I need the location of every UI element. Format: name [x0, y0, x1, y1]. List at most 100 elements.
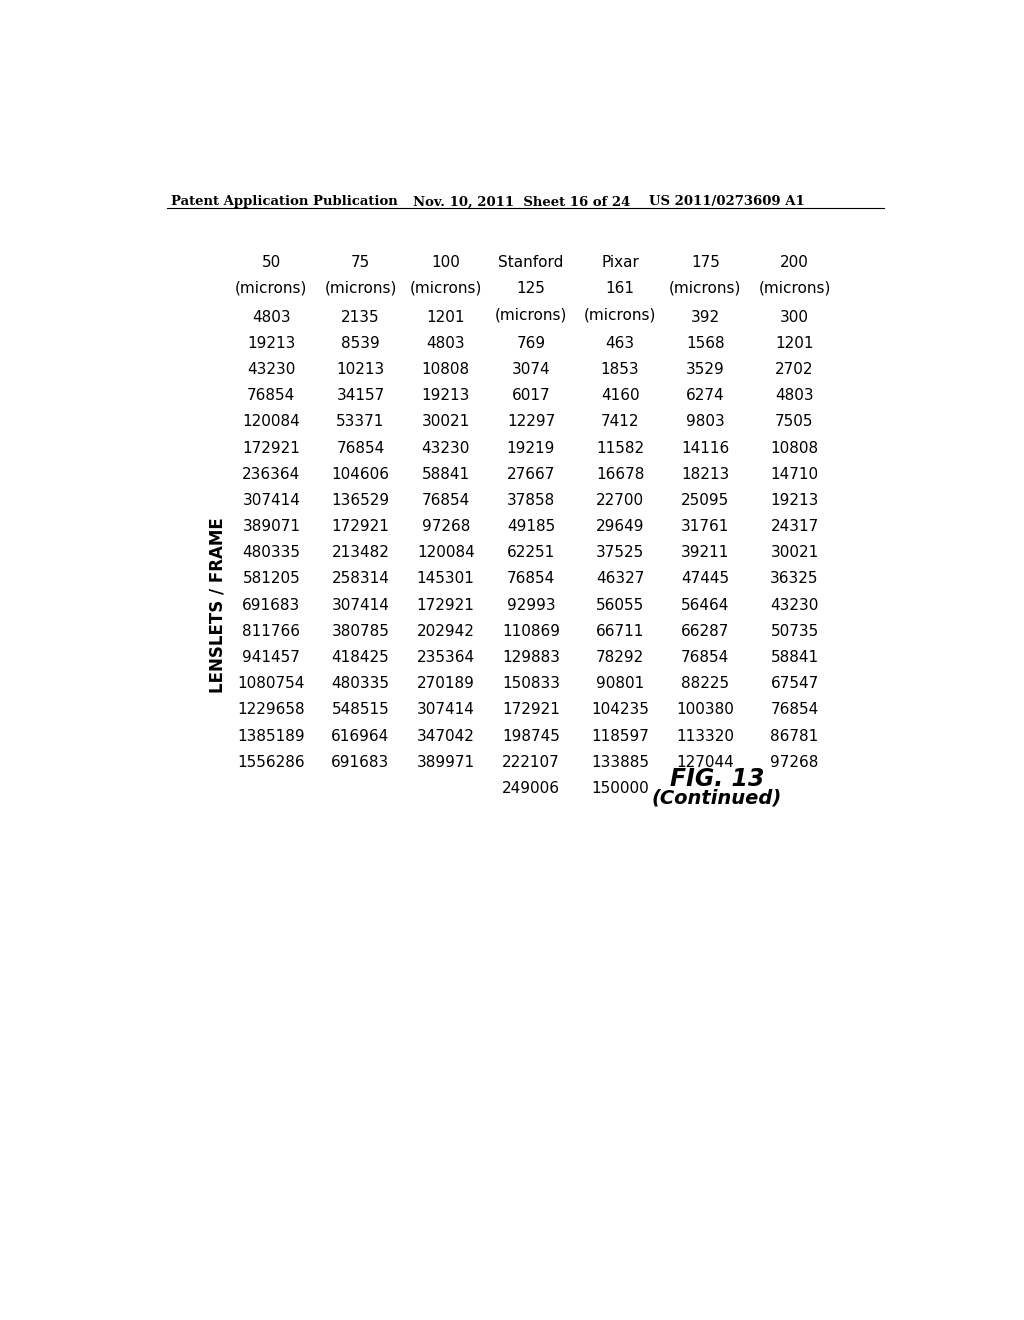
- Text: 125: 125: [516, 281, 546, 296]
- Text: 418425: 418425: [332, 649, 389, 665]
- Text: 3074: 3074: [512, 362, 550, 378]
- Text: 76854: 76854: [770, 702, 818, 717]
- Text: 1080754: 1080754: [238, 676, 305, 692]
- Text: 480335: 480335: [243, 545, 300, 560]
- Text: 14710: 14710: [770, 467, 818, 482]
- Text: 129883: 129883: [502, 649, 560, 665]
- Text: 172921: 172921: [332, 519, 389, 535]
- Text: 150833: 150833: [502, 676, 560, 692]
- Text: 34157: 34157: [336, 388, 385, 403]
- Text: 236364: 236364: [243, 467, 300, 482]
- Text: 941457: 941457: [243, 649, 300, 665]
- Text: (microns): (microns): [495, 308, 567, 322]
- Text: 249006: 249006: [502, 781, 560, 796]
- Text: 270189: 270189: [417, 676, 475, 692]
- Text: 307414: 307414: [417, 702, 475, 717]
- Text: US 2011/0273609 A1: US 2011/0273609 A1: [649, 195, 805, 209]
- Text: 1201: 1201: [427, 310, 465, 325]
- Text: 25095: 25095: [681, 492, 729, 508]
- Text: Stanford: Stanford: [499, 255, 563, 269]
- Text: 75: 75: [351, 255, 370, 269]
- Text: 213482: 213482: [332, 545, 389, 560]
- Text: 19219: 19219: [507, 441, 555, 455]
- Text: 161: 161: [605, 281, 635, 296]
- Text: 1385189: 1385189: [238, 729, 305, 743]
- Text: (microns): (microns): [325, 281, 396, 296]
- Text: 49185: 49185: [507, 519, 555, 535]
- Text: (microns): (microns): [410, 281, 482, 296]
- Text: 53371: 53371: [336, 414, 385, 429]
- Text: 43230: 43230: [770, 598, 818, 612]
- Text: 4803: 4803: [775, 388, 814, 403]
- Text: 581205: 581205: [243, 572, 300, 586]
- Text: 2135: 2135: [341, 310, 380, 325]
- Text: 50: 50: [262, 255, 281, 269]
- Text: 100: 100: [431, 255, 460, 269]
- Text: 46327: 46327: [596, 572, 644, 586]
- Text: 7505: 7505: [775, 414, 814, 429]
- Text: Patent Application Publication: Patent Application Publication: [171, 195, 397, 209]
- Text: 66287: 66287: [681, 624, 729, 639]
- Text: 133885: 133885: [591, 755, 649, 770]
- Text: (microns): (microns): [670, 281, 741, 296]
- Text: 389071: 389071: [243, 519, 300, 535]
- Text: 30021: 30021: [770, 545, 818, 560]
- Text: 86781: 86781: [770, 729, 818, 743]
- Text: 172921: 172921: [243, 441, 300, 455]
- Text: 39211: 39211: [681, 545, 729, 560]
- Text: 172921: 172921: [417, 598, 475, 612]
- Text: 76854: 76854: [247, 388, 296, 403]
- Text: 235364: 235364: [417, 649, 475, 665]
- Text: 691683: 691683: [332, 755, 389, 770]
- Text: 10213: 10213: [336, 362, 385, 378]
- Text: 19213: 19213: [422, 388, 470, 403]
- Text: 37525: 37525: [596, 545, 644, 560]
- Text: 145301: 145301: [417, 572, 475, 586]
- Text: 150000: 150000: [591, 781, 649, 796]
- Text: 10808: 10808: [770, 441, 818, 455]
- Text: Nov. 10, 2011  Sheet 16 of 24: Nov. 10, 2011 Sheet 16 of 24: [414, 195, 631, 209]
- Text: 463: 463: [605, 335, 635, 351]
- Text: 2702: 2702: [775, 362, 814, 378]
- Text: 9803: 9803: [686, 414, 725, 429]
- Text: 307414: 307414: [332, 598, 389, 612]
- Text: 47445: 47445: [681, 572, 729, 586]
- Text: 4160: 4160: [601, 388, 639, 403]
- Text: 691683: 691683: [243, 598, 300, 612]
- Text: 30021: 30021: [422, 414, 470, 429]
- Text: Pixar: Pixar: [601, 255, 639, 269]
- Text: 56464: 56464: [681, 598, 729, 612]
- Text: 56055: 56055: [596, 598, 644, 612]
- Text: 12297: 12297: [507, 414, 555, 429]
- Text: 389971: 389971: [417, 755, 475, 770]
- Text: 480335: 480335: [332, 676, 389, 692]
- Text: 100380: 100380: [677, 702, 734, 717]
- Text: 120084: 120084: [243, 414, 300, 429]
- Text: 769: 769: [516, 335, 546, 351]
- Text: 307414: 307414: [243, 492, 300, 508]
- Text: 22700: 22700: [596, 492, 644, 508]
- Text: 76854: 76854: [336, 441, 385, 455]
- Text: 616964: 616964: [332, 729, 389, 743]
- Text: 76854: 76854: [507, 572, 555, 586]
- Text: 104606: 104606: [332, 467, 389, 482]
- Text: 392: 392: [691, 310, 720, 325]
- Text: 88225: 88225: [681, 676, 729, 692]
- Text: 19213: 19213: [247, 335, 296, 351]
- Text: 24317: 24317: [770, 519, 818, 535]
- Text: 16678: 16678: [596, 467, 644, 482]
- Text: 29649: 29649: [596, 519, 644, 535]
- Text: 92993: 92993: [507, 598, 555, 612]
- Text: 6274: 6274: [686, 388, 725, 403]
- Text: 8539: 8539: [341, 335, 380, 351]
- Text: 6017: 6017: [512, 388, 550, 403]
- Text: 27667: 27667: [507, 467, 555, 482]
- Text: 118597: 118597: [591, 729, 649, 743]
- Text: 76854: 76854: [422, 492, 470, 508]
- Text: 811766: 811766: [243, 624, 300, 639]
- Text: 62251: 62251: [507, 545, 555, 560]
- Text: 258314: 258314: [332, 572, 389, 586]
- Text: 31761: 31761: [681, 519, 729, 535]
- Text: 43230: 43230: [247, 362, 296, 378]
- Text: (Continued): (Continued): [652, 788, 782, 808]
